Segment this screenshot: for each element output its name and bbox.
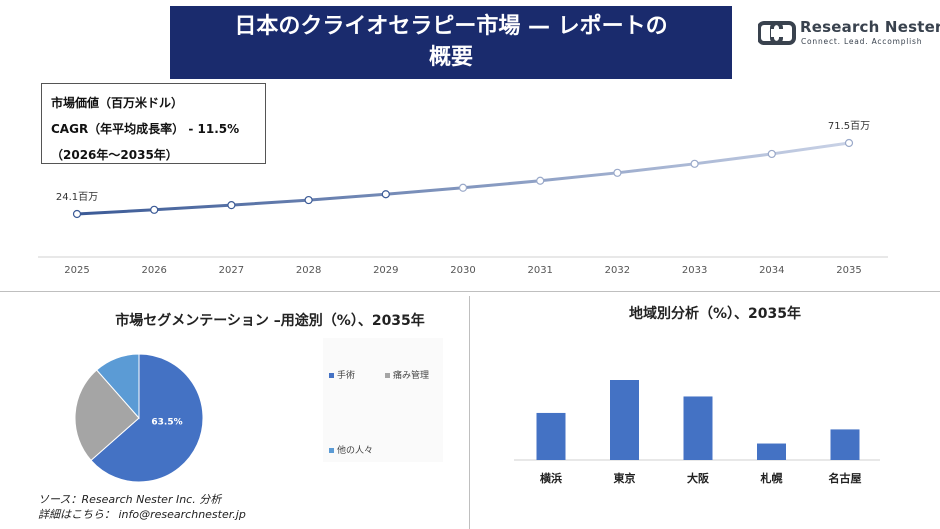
report-title-line1: 日本のクライオセラピー市場 — レポートの — [234, 14, 668, 39]
line-point — [536, 176, 545, 185]
legend-label: 他の人々 — [337, 446, 374, 456]
line-point — [613, 168, 622, 177]
logo-name: Research Nester — [800, 18, 940, 36]
line-point — [458, 183, 468, 192]
line-point — [767, 149, 776, 159]
legend-item-others: 他の人々 — [329, 443, 373, 456]
cagr-label: CAGR（年平均成長率） - 11.5% — [51, 122, 240, 136]
market-info-box: 市場価値（百万米ドル） CAGR（年平均成長率） - 11.5% （2026年～… — [41, 83, 266, 164]
research-nester-logo: Research Nester Connect. Lead. Accomplis… — [758, 18, 940, 52]
line-point — [227, 201, 236, 210]
regional-bar-chart: 横浜 東京 大阪 札幌 名古屋 — [514, 380, 880, 485]
bar-category-label: 東京 — [614, 471, 636, 485]
report-title-banner: 日本のクライオセラピー市場 — レポートの 概要 — [170, 6, 732, 79]
section-divider-horizontal — [0, 291, 940, 292]
bar — [536, 412, 566, 460]
source-note: ソース：Research Nester Inc. 分析 詳細はこちら： info… — [38, 492, 246, 522]
bar-chart-title: 地域別分析（%）、2035年 — [629, 306, 801, 322]
research-nester-logo-icon — [758, 21, 796, 45]
bar — [830, 429, 860, 460]
x-tick-label: 2026 — [141, 265, 166, 276]
x-tick-label: 2028 — [296, 265, 321, 276]
bar-category-label: 名古屋 — [829, 471, 862, 485]
pie-slice-others — [95, 353, 140, 420]
line-point — [304, 195, 313, 205]
legend-swatch — [329, 448, 334, 453]
bar — [683, 396, 713, 460]
bar-category-label: 大阪 — [687, 471, 710, 485]
line-point — [381, 190, 390, 199]
pie-slice-pain-management — [74, 369, 140, 462]
x-tick-label: 2027 — [219, 265, 244, 276]
bar-category-label: 札幌 — [760, 471, 783, 485]
data-label: 24.1百万 — [56, 191, 98, 203]
data-label: 71.5百万 — [828, 120, 870, 132]
bar — [757, 443, 786, 460]
report-title-line2: 概要 — [428, 45, 473, 70]
logo-tagline: Connect. Lead. Accomplish — [801, 37, 923, 46]
x-tick-label: 2032 — [605, 265, 630, 276]
pie-chart-title: 市場セグメンテーション –用途別（%）、2035年 — [115, 313, 425, 329]
legend-label: 手術 — [337, 371, 356, 381]
bar-category-label: 横浜 — [540, 471, 562, 485]
legend-swatch — [329, 373, 334, 378]
legend-label: 痛み管理 — [393, 371, 430, 381]
market-value-line-chart: 2025 2026 2027 2028 2029 2030 2031 2032 2033 2034… — [38, 120, 888, 276]
contact-line: 詳細はこちら： info@researchnester.jp — [38, 508, 246, 521]
pie-slice-surgery — [90, 353, 204, 483]
forecast-period-label: （2026年～2035年） — [51, 148, 178, 162]
line-point — [72, 209, 82, 219]
bar — [610, 380, 639, 460]
pie-data-label: 63.5% — [151, 418, 182, 428]
application-pie-chart: 63.5% — [74, 353, 204, 483]
line-point — [844, 138, 854, 148]
x-tick-label: 2025 — [64, 265, 89, 276]
x-tick-label: 2029 — [373, 265, 398, 276]
legend-item-surgery: 手術 — [329, 368, 355, 381]
legend-item-pain-management: 痛み管理 — [385, 368, 429, 381]
line-point — [690, 159, 699, 168]
section-divider-vertical — [469, 296, 470, 529]
pie-legend: 手術 痛み管理 他の人々 — [323, 338, 443, 462]
legend-swatch — [385, 373, 390, 378]
x-tick-label: 2035 — [836, 265, 861, 276]
x-tick-label: 2030 — [450, 265, 475, 276]
x-tick-label: 2034 — [759, 265, 784, 276]
x-tick-label: 2031 — [527, 265, 552, 276]
x-tick-label: 2033 — [682, 265, 707, 276]
source-line: ソース：Research Nester Inc. 分析 — [38, 493, 222, 506]
market-value-label: 市場価値（百万米ドル） — [51, 96, 184, 110]
line-point — [150, 205, 159, 214]
